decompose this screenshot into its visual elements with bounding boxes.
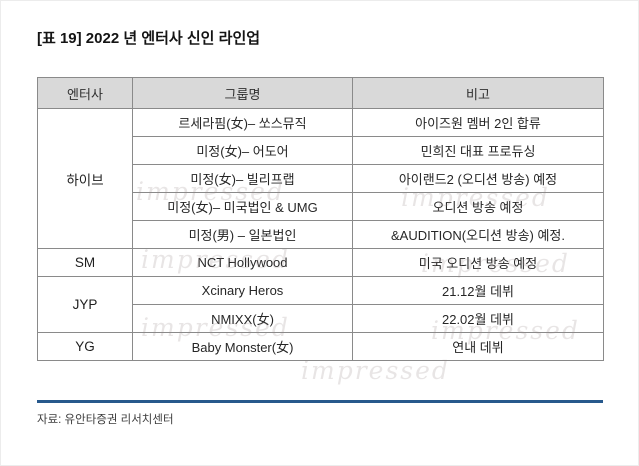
note-cell: 아이즈원 멤버 2인 합류: [352, 108, 604, 137]
note-cell: 아이랜드2 (오디션 방송) 예정: [352, 164, 604, 193]
group-cell: 미정(男) – 일본법인: [132, 220, 353, 249]
group-cell: NCT Hollywood: [132, 248, 353, 277]
source-note: 자료: 유안타증권 리서치센터: [37, 414, 174, 426]
table-row: 하이브 르세라핌(女)– 쏘스뮤직 아이즈원 멤버 2인 합류: [37, 108, 604, 249]
group-cell: 미정(女)– 빌리프랩: [132, 164, 353, 193]
header-group-name: 그룹명: [132, 77, 353, 109]
note-cell: 22.02월 데뷔: [352, 304, 604, 333]
footer-divider-line: [37, 400, 603, 403]
company-cell-jyp: JYP: [37, 276, 133, 333]
table-row: YG Baby Monster(女) 연내 데뷔: [37, 332, 604, 361]
table-row: 미정(男) – 일본법인 &AUDITION(오디션 방송) 예정.: [38, 220, 604, 249]
group-cell: 미정(女)– 어도어: [132, 136, 353, 165]
note-cell: 21.12월 데뷔: [352, 276, 604, 305]
lineup-table: 엔터사 그룹명 비고 하이브 르세라핌(女)– 쏘스뮤직 아이즈원 멤버 2인 …: [37, 77, 604, 361]
group-cell: Baby Monster(女): [132, 332, 353, 361]
table-row: NMIXX(女) 22.02월 데뷔: [38, 304, 604, 333]
header-notes: 비고: [352, 77, 604, 109]
company-cell-yg: YG: [37, 332, 133, 361]
table-row: JYP Xcinary Heros 21.12월 데뷔: [37, 276, 604, 333]
company-cell-hybe: 하이브: [37, 108, 133, 249]
note-cell: 미국 오디션 방송 예정: [352, 248, 604, 277]
table-title: [표 19] 2022 년 엔터사 신인 라인업: [37, 30, 261, 47]
note-cell: 오디션 방송 예정: [352, 192, 604, 221]
note-cell: 연내 데뷔: [352, 332, 604, 361]
group-cell: 미정(女)– 미국법인 & UMG: [132, 192, 353, 221]
table-row: SM NCT Hollywood 미국 오디션 방송 예정: [37, 248, 604, 277]
table-row: 미정(女)– 미국법인 & UMG 오디션 방송 예정: [38, 192, 604, 221]
group-cell: NMIXX(女): [132, 304, 353, 333]
group-cell: Xcinary Heros: [132, 276, 353, 305]
company-cell-sm: SM: [37, 248, 133, 277]
note-cell: &AUDITION(오디션 방송) 예정.: [352, 220, 604, 249]
table-row: 미정(女)– 어도어 민희진 대표 프로듀싱: [38, 136, 604, 165]
header-row: 엔터사 그룹명 비고: [37, 77, 604, 109]
header-entertainment-company: 엔터사: [37, 77, 133, 109]
table-row: 미정(女)– 빌리프랩 아이랜드2 (오디션 방송) 예정: [38, 164, 604, 193]
note-cell: 민희진 대표 프로듀싱: [352, 136, 604, 165]
group-cell: 르세라핌(女)– 쏘스뮤직: [132, 108, 353, 137]
